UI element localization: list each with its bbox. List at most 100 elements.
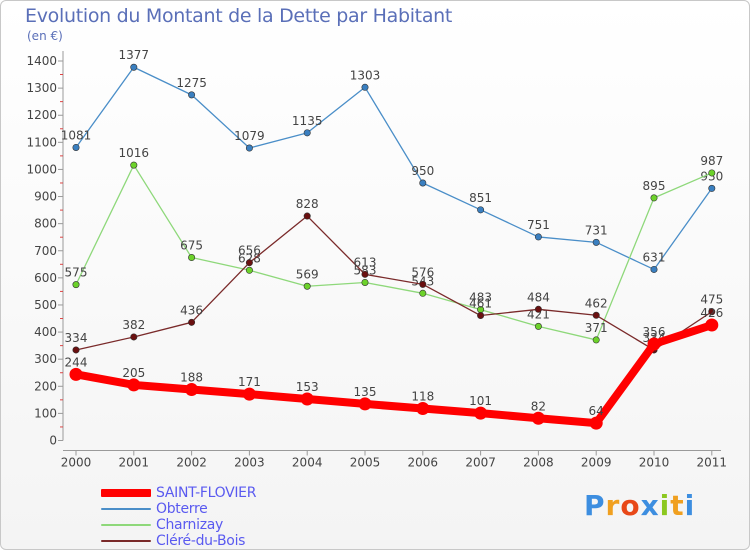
legend-swatch: [101, 524, 151, 526]
chart-subtitle: (en €): [27, 29, 63, 43]
data-label: 334: [65, 331, 88, 345]
data-label: 436: [180, 303, 203, 317]
data-label: 628: [238, 251, 261, 265]
y-tick-label: 900: [34, 190, 57, 204]
data-point: [477, 312, 485, 320]
y-tick-label: 1100: [26, 135, 57, 149]
series-line: [75, 66, 713, 271]
brand-logo-letter: o: [620, 489, 641, 522]
data-point: [531, 411, 545, 425]
data-label: 382: [122, 318, 145, 332]
data-label: 483: [469, 291, 492, 305]
series-line: [72, 321, 716, 428]
data-point: [534, 233, 542, 241]
data-point: [592, 336, 600, 344]
data-point: [592, 311, 600, 319]
data-label: 135: [354, 385, 377, 399]
data-point: [72, 143, 80, 151]
data-label: 205: [122, 366, 145, 380]
data-point: [69, 367, 83, 381]
data-label: 751: [527, 218, 550, 232]
data-label: 731: [585, 223, 608, 237]
data-label: 828: [296, 197, 319, 211]
x-tick-label: 2009: [581, 456, 612, 470]
data-point: [592, 238, 600, 246]
data-point: [245, 259, 253, 267]
legend-swatch: [101, 540, 151, 542]
x-tick-label: 2006: [408, 456, 439, 470]
y-tick-label: 400: [34, 325, 57, 339]
brand-logo-letter: x: [640, 489, 660, 522]
legend-label: Charnizay: [156, 517, 224, 533]
data-point: [705, 318, 719, 332]
data-label: 426: [700, 306, 723, 320]
y-tick-label: 200: [34, 379, 57, 393]
y-tick-label: 800: [34, 217, 57, 231]
data-point: [358, 397, 372, 411]
data-point: [650, 194, 658, 202]
data-label: 171: [238, 375, 261, 389]
brand-logo-letter: t: [670, 489, 685, 522]
data-point: [361, 83, 369, 91]
y-tick-label: 1200: [26, 108, 57, 122]
x-tick-label: 2000: [61, 456, 92, 470]
data-point: [419, 289, 427, 297]
data-point: [650, 265, 658, 273]
brand-logo-letter: P: [584, 489, 606, 522]
data-point: [361, 278, 369, 286]
data-label: 675: [180, 239, 203, 253]
data-label: 461: [469, 297, 492, 311]
legend-label: Obterre: [156, 501, 208, 517]
data-point: [188, 91, 196, 99]
data-label: 575: [65, 266, 88, 280]
y-tick-label: 500: [34, 298, 57, 312]
brand-logo-letter: r: [605, 489, 621, 522]
x-tick-label: 2007: [465, 456, 496, 470]
series-clere-du-bois: 334382436656828613576461484462334475: [65, 197, 723, 354]
data-label: 475: [700, 293, 723, 307]
x-tick-label: 2011: [697, 456, 728, 470]
data-label: 1377: [119, 48, 150, 62]
data-point: [303, 282, 311, 290]
data-point: [188, 254, 196, 262]
y-tick-label: 600: [34, 271, 57, 285]
y-tick-label: 1300: [26, 81, 57, 95]
data-label: 484: [527, 290, 550, 304]
y-tick-label: 1000: [26, 162, 57, 176]
data-label: 576: [411, 265, 434, 279]
data-label: 1081: [61, 128, 92, 142]
data-point: [242, 387, 256, 401]
data-label: 188: [180, 371, 203, 385]
x-tick-label: 2001: [119, 456, 150, 470]
brand-logo-letter: i: [684, 489, 696, 522]
data-label: 987: [700, 154, 723, 168]
legend-swatch: [101, 508, 151, 510]
data-label: 583: [354, 263, 377, 277]
series-charnizay: 5751016675628569583543483421371895987: [65, 146, 723, 344]
data-label: 613: [354, 255, 377, 269]
data-point: [303, 212, 311, 220]
data-point: [245, 266, 253, 274]
data-point: [185, 383, 199, 397]
data-point: [300, 392, 314, 406]
data-label: 1016: [119, 146, 150, 160]
data-point: [534, 322, 542, 330]
data-point: [647, 337, 661, 351]
data-label: 82: [531, 399, 546, 413]
legend-label: Cléré-du-Bois: [156, 533, 246, 549]
data-label: 950: [411, 164, 434, 178]
data-label: 1275: [176, 76, 207, 90]
legend-swatch: [101, 489, 151, 497]
data-label: 153: [296, 380, 319, 394]
x-tick-label: 2002: [176, 456, 207, 470]
chart-title: Evolution du Montant de la Dette par Hab…: [25, 5, 453, 27]
data-point: [130, 161, 138, 169]
data-point: [419, 280, 427, 288]
data-point: [474, 406, 488, 420]
data-point: [708, 169, 716, 177]
y-tick-label: 300: [34, 352, 57, 366]
data-label: 118: [411, 390, 434, 404]
data-point: [708, 184, 716, 192]
